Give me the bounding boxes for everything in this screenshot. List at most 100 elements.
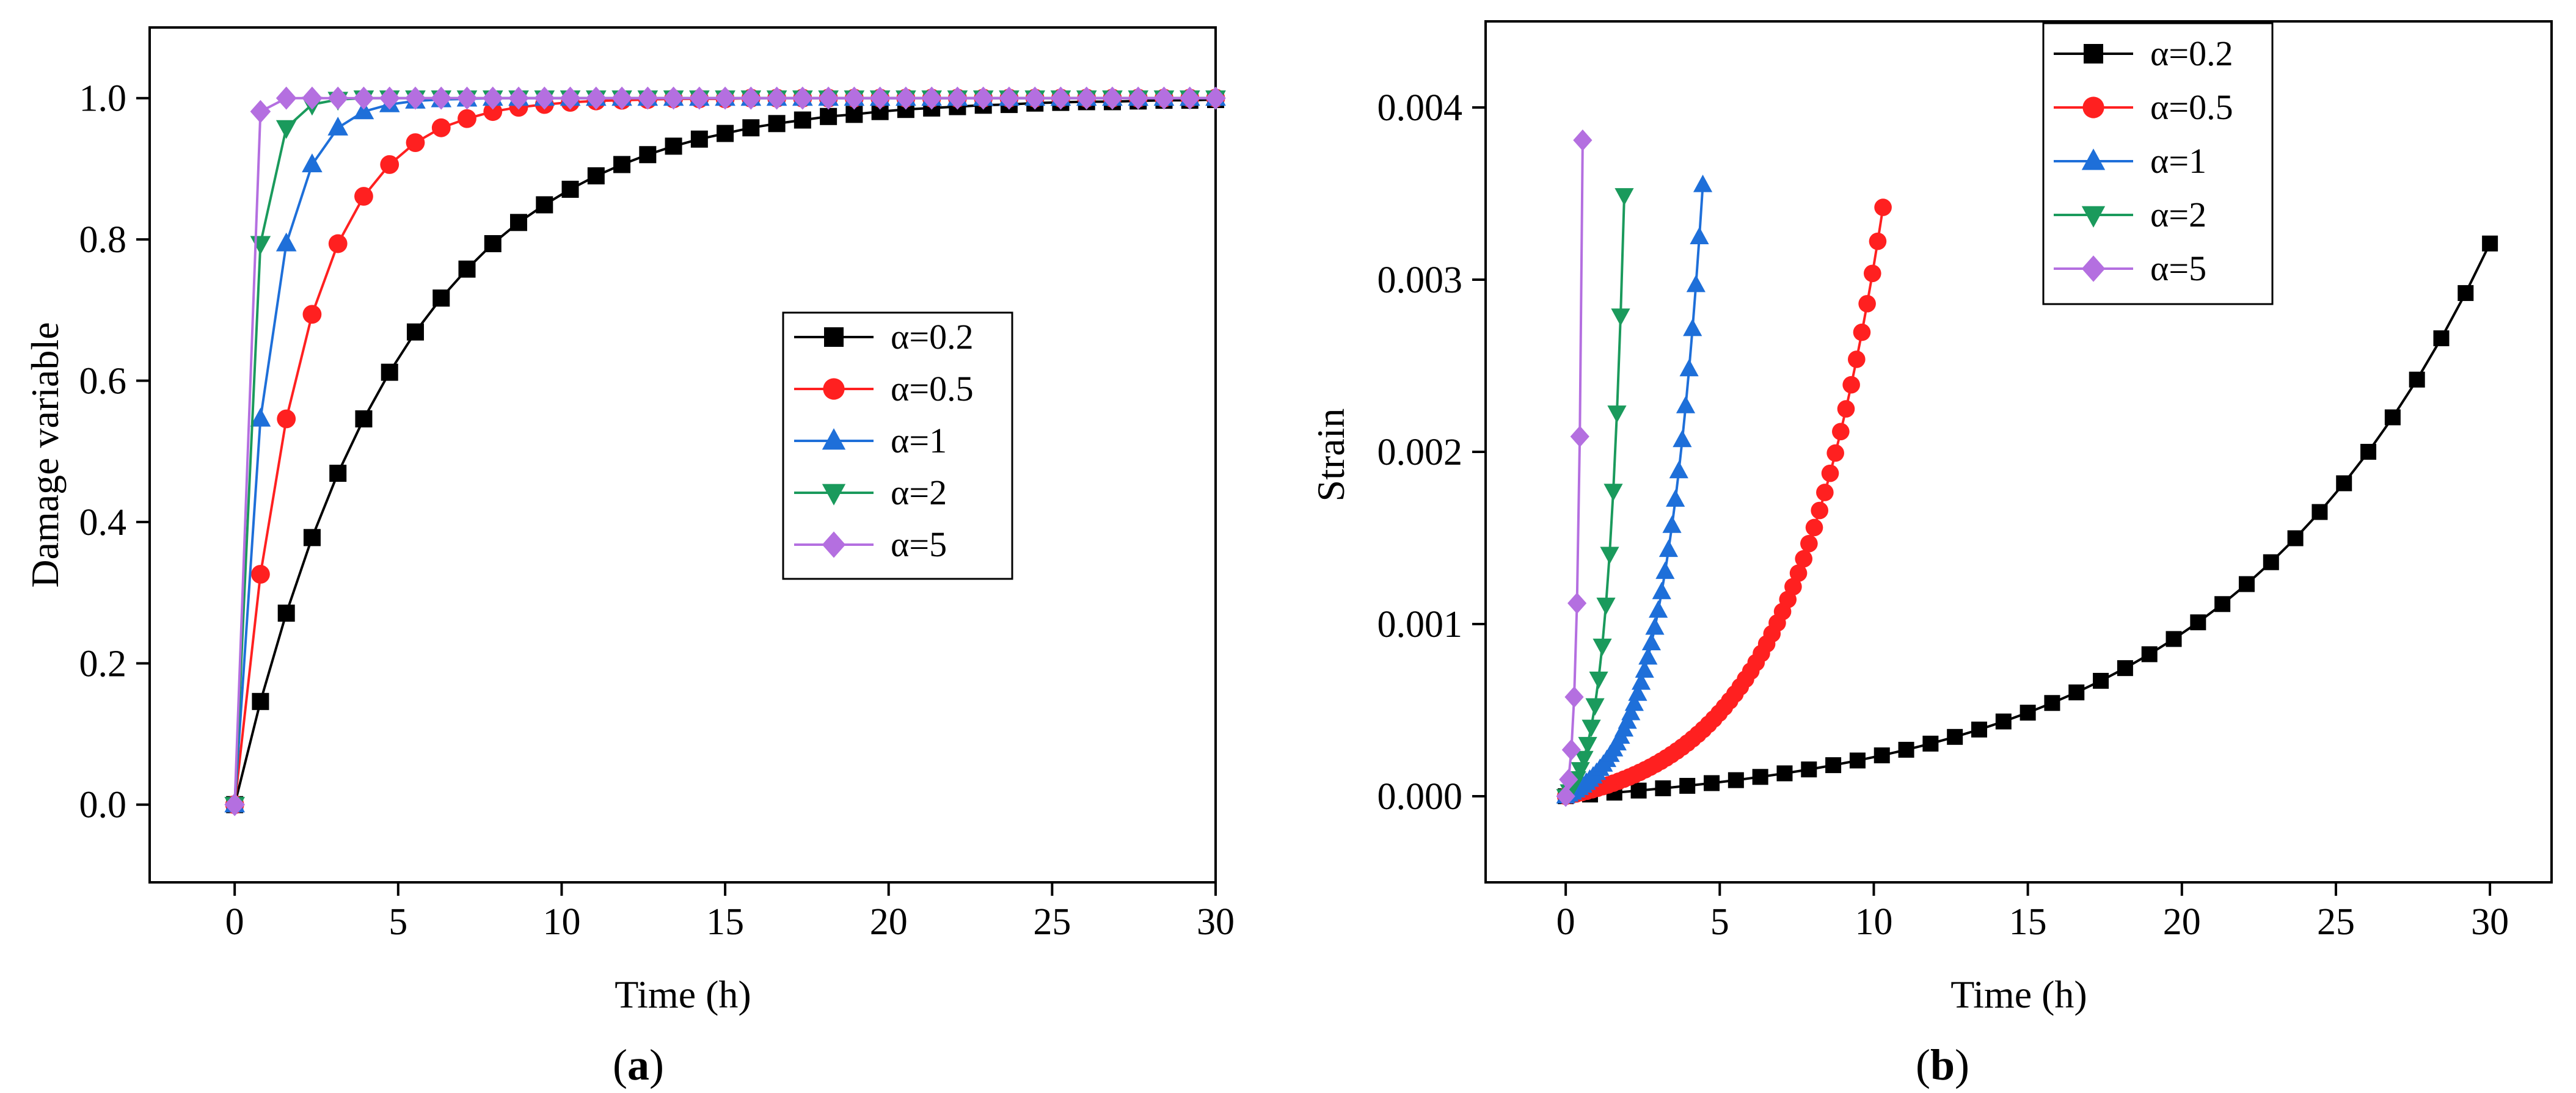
legend-label: α=0.2 — [891, 317, 974, 357]
data-point — [405, 86, 426, 110]
data-point — [1752, 769, 1768, 785]
data-point — [1800, 534, 1818, 553]
panel-b-series-alpha-0-2 — [1558, 235, 2498, 804]
panel-b-x-axis-title: Time (h) — [1950, 973, 2087, 1016]
data-point — [1842, 376, 1860, 394]
panel-b-legend-entry-alpha-5: α=5 — [2054, 249, 2206, 288]
panel-b-ticks: 0 5 10 15 20 25 30 0.000 0.001 0.002 0.003 0.004 — [1377, 87, 2509, 943]
data-point — [717, 125, 734, 142]
legend-marker — [823, 378, 845, 400]
data-point — [768, 115, 786, 133]
panel-b-legend-entry-alpha-1: α=1 — [2054, 141, 2206, 181]
data-point — [613, 156, 631, 173]
panel-a-label-open: ( — [613, 1040, 627, 1089]
data-point — [252, 692, 269, 710]
data-point — [2482, 235, 2498, 252]
data-point — [2311, 504, 2328, 520]
panel-a-x-tick-label: 5 — [389, 901, 407, 943]
data-point — [406, 133, 425, 152]
legend-marker — [822, 484, 846, 506]
data-point — [1641, 633, 1661, 650]
panel-a-y-tick-label: 1.0 — [79, 78, 127, 120]
data-point — [637, 86, 659, 110]
panel-a-label: (a) — [613, 1040, 664, 1089]
legend-label: α=5 — [2150, 249, 2206, 288]
series-line — [233, 98, 1216, 805]
panel-a-series-alpha-0-5 — [225, 89, 1225, 815]
data-point — [1784, 578, 1802, 596]
data-point — [820, 107, 837, 125]
data-point — [302, 305, 322, 324]
panel-b-x-tick-label: 20 — [2163, 901, 2201, 943]
data-point — [2360, 443, 2377, 460]
data-point — [277, 409, 296, 429]
data-point — [561, 180, 579, 198]
panel-a-y-tick-label: 0.4 — [79, 502, 127, 543]
data-point — [1153, 86, 1175, 110]
data-point — [484, 235, 502, 253]
data-point — [1645, 617, 1665, 635]
panel-a-legend: α=0.2 α=0.5 α=1 α=2 α=5 — [782, 311, 1013, 580]
data-point — [586, 86, 607, 110]
data-point — [380, 155, 400, 174]
data-point — [1559, 769, 1578, 791]
data-point — [1621, 702, 1641, 721]
data-point — [742, 119, 760, 137]
panel-b-x-tick-label: 15 — [2009, 901, 2047, 943]
data-point — [2166, 631, 2182, 647]
panel-a-legend-entry-alpha-0-2: α=0.2 — [794, 317, 974, 357]
data-point — [2336, 475, 2352, 492]
panel-a-x-tick-label: 30 — [1197, 901, 1235, 943]
data-point — [1679, 358, 1699, 377]
data-point — [587, 167, 605, 184]
data-point — [458, 260, 476, 278]
panel-a-ticks: 0 5 10 15 20 25 30 0.0 0.2 0.4 0.6 0.8 1.0 — [79, 78, 1235, 943]
panel-b-label-letter: b — [1930, 1040, 1955, 1089]
panel-b-label: (b) — [1916, 1040, 1969, 1089]
panel-b-plot-frame — [1484, 20, 2553, 884]
data-point — [665, 137, 682, 155]
series-line — [233, 96, 1216, 805]
data-point — [921, 86, 942, 110]
data-point — [663, 86, 684, 110]
data-point — [353, 100, 374, 120]
data-point — [1789, 564, 1808, 582]
data-point — [2068, 684, 2085, 700]
data-point — [431, 118, 451, 137]
legend-marker — [2082, 96, 2104, 118]
data-point — [1971, 721, 1987, 738]
legend-label: α=0.2 — [2150, 34, 2233, 73]
data-point — [1669, 460, 1688, 479]
panel-b-series — [1556, 129, 2498, 807]
data-point — [715, 86, 735, 110]
panel-b-legend-entry-alpha-0-2: α=0.2 — [2054, 34, 2233, 73]
data-point — [354, 187, 373, 206]
data-point — [431, 86, 452, 110]
data-point — [508, 86, 529, 110]
data-point — [1947, 728, 1963, 745]
data-point — [2093, 672, 2109, 689]
data-point — [2020, 705, 2036, 721]
panel-a-legend-entry-alpha-0-5: α=0.5 — [794, 369, 974, 409]
data-point — [560, 86, 581, 110]
data-point — [1573, 129, 1593, 151]
legend-label: α=0.5 — [891, 369, 974, 409]
panel-a-series-alpha-5 — [224, 86, 1226, 816]
data-point — [456, 86, 478, 110]
series-line — [233, 96, 1216, 805]
series-line — [233, 96, 1216, 805]
data-point — [1570, 426, 1589, 448]
panel-a-x-tick-label: 25 — [1033, 901, 1071, 943]
data-point — [277, 605, 295, 622]
data-point — [327, 86, 349, 110]
data-point — [1628, 683, 1647, 701]
data-point — [1593, 638, 1612, 656]
panel-b-y-axis-title: Strain — [1309, 409, 1352, 502]
data-point — [406, 323, 424, 341]
panel-b-label-open: ( — [1916, 1040, 1930, 1089]
legend-label: α=2 — [2150, 195, 2206, 234]
data-point — [1128, 86, 1149, 110]
panel-a-series-alpha-1 — [224, 87, 1226, 813]
data-point — [432, 289, 450, 307]
data-point — [1567, 592, 1587, 614]
